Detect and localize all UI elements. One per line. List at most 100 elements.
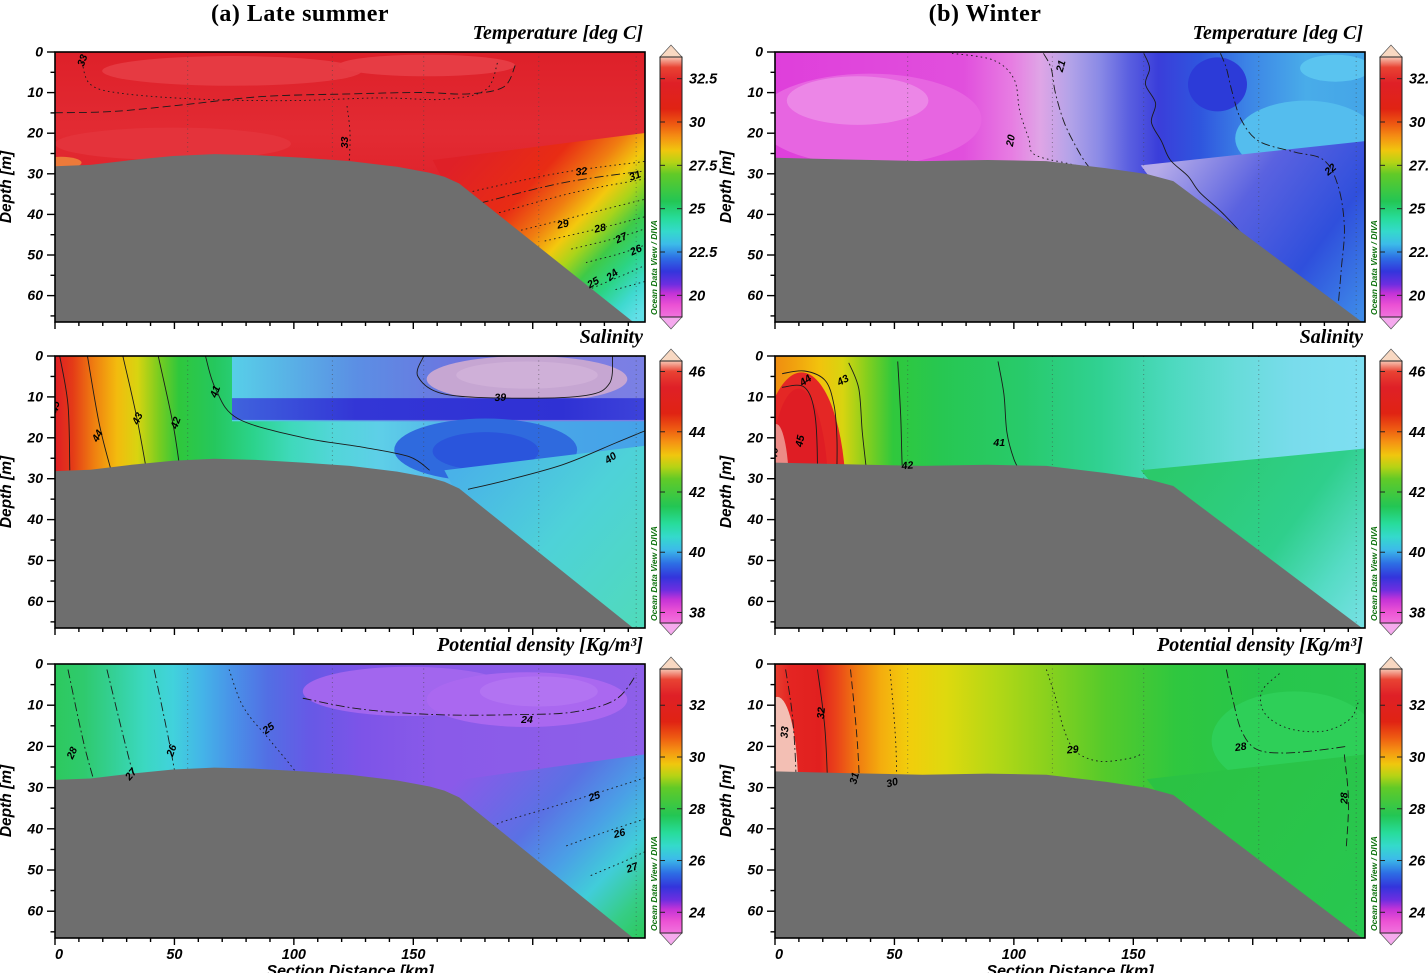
colorbar-arrow-up	[659, 44, 683, 58]
contour-label: 28	[1233, 741, 1247, 755]
contour-label: 45	[793, 434, 807, 449]
contour-line	[157, 356, 181, 471]
y-tick-label: 50	[27, 552, 43, 568]
colorbar-tick-label: 32	[689, 698, 705, 714]
contour-label: 26	[627, 242, 644, 258]
colorbar-b-density: 32 30 28 26 24 Ocean Data View / DIVA	[1369, 656, 1426, 946]
colorbar-a-temperature: 32.5 30 27.5 25 22.5 20 Ocean Data View / DIVA	[649, 44, 718, 330]
plot-border	[54, 355, 646, 629]
plot-border	[54, 51, 646, 323]
y-tick-label: 40	[26, 820, 43, 836]
y-tick-label: 10	[27, 84, 43, 100]
colorbar-b-temperature: 32.5 30 27.5 25 22.5 20 Ocean Data View / DIVA	[1369, 44, 1428, 330]
contour-line	[467, 430, 645, 490]
odv-credit: Ocean Data View / DIVA	[649, 220, 659, 315]
contour-label: 27	[624, 860, 641, 876]
colorbar-tick-label: 46	[1408, 365, 1426, 381]
contour-line	[494, 178, 645, 215]
colorbar-arrow-down	[659, 316, 683, 330]
colorbar-b-salinity: 46 44 42 40 38 Ocean Data View / DIVA	[1369, 348, 1426, 636]
y-tick-label: 50	[747, 247, 763, 263]
colorbar-tick-label: 40	[1408, 545, 1425, 561]
colorbar-tick-label: 42	[1408, 485, 1425, 501]
y-tick-label: 20	[26, 738, 43, 754]
contour-line	[565, 818, 645, 847]
x-tick-label: 50	[166, 947, 182, 963]
colorbar-tick-label: 42	[688, 485, 705, 501]
odv-credit: Ocean Data View / DIVA	[1369, 220, 1379, 315]
colorbar-tick-label: 20	[1408, 288, 1425, 304]
panel-title-a-temperature: Temperature [deg C]	[472, 22, 643, 44]
y-axis: 0 10 20 30 40 50 60	[26, 656, 55, 933]
plot-border	[774, 51, 1366, 323]
y-tick-label: 0	[755, 44, 763, 60]
x-axis: 0 50 100 150	[54, 938, 629, 963]
contour-label: 33	[75, 53, 90, 68]
colorbar-arrow-down	[1379, 622, 1403, 636]
contour-label: 39	[494, 392, 506, 405]
colorbar-tick-label: 30	[689, 750, 705, 766]
panel-b-density: 33 32 31 30 29 28 28 0 10 20 30 40 50 60 Depth [m] 0 50 1…	[718, 656, 1366, 973]
colorbar-tick-label: 24	[1408, 905, 1425, 921]
y-tick-label: 40	[26, 206, 43, 222]
x-axis-label: Section Distance [km]	[986, 963, 1154, 973]
colorbar-tick-label: 30	[1409, 115, 1425, 131]
colorbar-tick-label: 24	[688, 905, 705, 921]
contour-line	[122, 356, 147, 471]
y-tick-label: 60	[747, 903, 763, 919]
y-tick-label: 0	[35, 348, 43, 364]
x-tick-label: 150	[401, 947, 425, 963]
contour-label: 24	[520, 714, 533, 726]
contour-line	[205, 356, 430, 471]
colorbar-tick-label: 26	[688, 854, 706, 870]
y-tick-label: 20	[26, 429, 43, 445]
colorbar-arrow-down	[1379, 932, 1403, 946]
y-tick-label: 20	[26, 125, 43, 141]
colorbar-tick-label: 22.5	[1408, 245, 1428, 261]
y-tick-label: 10	[27, 697, 43, 713]
odv-credit: Ocean Data View / DIVA	[649, 526, 659, 621]
y-tick-label: 50	[747, 552, 763, 568]
x-tick-label: 150	[1121, 947, 1145, 963]
panel-title-b-density: Potential density [Kg/m³]	[1157, 634, 1363, 656]
colorbar-tick-label: 44	[1408, 425, 1425, 441]
y-tick-label: 20	[746, 125, 763, 141]
colorbar-arrow-up	[1379, 44, 1403, 58]
y-tick-label: 0	[35, 656, 43, 672]
colorbar-tick-label: 30	[689, 115, 705, 131]
y-tick-label: 30	[27, 779, 43, 795]
contour-line	[479, 170, 645, 204]
panel-title-a-salinity: Salinity	[579, 326, 643, 348]
colorbar-tick-label: 28	[688, 802, 706, 818]
panel-title-a-density: Potential density [Kg/m³]	[437, 634, 643, 656]
y-tick-label: 10	[747, 84, 763, 100]
y-tick-label: 60	[27, 593, 43, 609]
contour-label: 41	[992, 437, 1005, 449]
colorbar-arrow-up	[659, 348, 683, 362]
y-tick-label: 40	[746, 820, 763, 836]
colorbar-tick-label: 32.5	[1409, 72, 1428, 88]
contour-label: 29	[555, 217, 570, 231]
y-axis: 0 10 20 30 40 50 60	[26, 44, 55, 317]
contour-label: 26	[611, 826, 627, 841]
colorbar-tick-label: 26	[1408, 854, 1426, 870]
contour-line	[1343, 754, 1349, 851]
colorbar-tick-label: 38	[689, 605, 706, 621]
y-tick-label: 0	[755, 348, 763, 364]
contour-line	[544, 216, 645, 242]
y-tick-label: 60	[747, 593, 763, 609]
plot-border	[774, 355, 1366, 629]
contour-label: 21	[1054, 59, 1069, 75]
contour-label: 25	[586, 789, 602, 805]
y-axis-label: Depth [m]	[0, 150, 15, 223]
bathymetry	[775, 462, 1362, 628]
bathymetry	[55, 458, 634, 628]
colorbar-a-density: 32 30 28 26 24 Ocean Data View / DIVA	[649, 656, 706, 946]
contour-line	[848, 362, 867, 471]
plot-border	[774, 663, 1366, 939]
bathymetry	[775, 157, 1362, 322]
